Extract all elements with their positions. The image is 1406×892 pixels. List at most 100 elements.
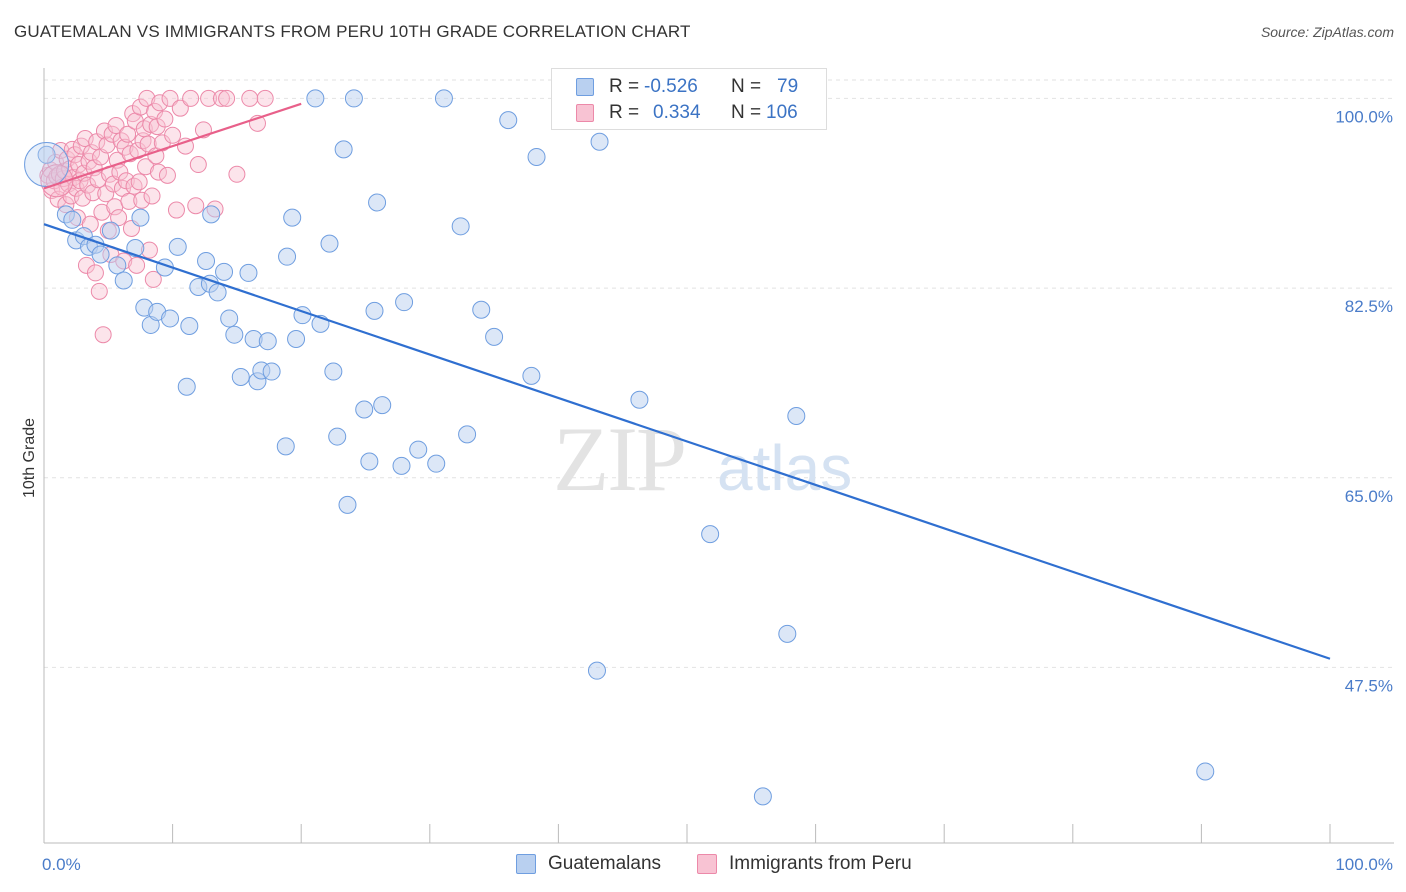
- data-point-peru: [218, 89, 236, 107]
- x-tick-labels: 0.0% 100.0%: [42, 855, 1393, 874]
- axes: [43, 68, 1394, 844]
- data-point-peru: [138, 89, 156, 107]
- legend-n-value: 79: [777, 76, 799, 97]
- data-point-guatemalans: [753, 787, 772, 806]
- trend-line-guatemalans: [43, 223, 1331, 660]
- data-point-peru: [72, 137, 90, 155]
- data-point-guatemalans: [373, 396, 392, 415]
- trend-line-peru: [43, 102, 302, 190]
- y-tick-labels: 47.5% 65.0% 82.5% 100.0%: [1335, 107, 1393, 695]
- data-point-guatemalans: [258, 332, 277, 351]
- data-point-guatemalans: [778, 624, 797, 643]
- data-point-guatemalans: [91, 245, 110, 264]
- data-point-peru: [94, 326, 112, 344]
- data-point-peru: [133, 191, 151, 209]
- data-point-guatemalans: [434, 89, 453, 108]
- x-tick-label: 0.0%: [42, 855, 81, 874]
- data-point-guatemalans: [472, 300, 491, 319]
- data-point-guatemalans: [1196, 762, 1215, 781]
- data-point-guatemalans: [101, 221, 120, 240]
- legend-r-value: 0.334: [653, 102, 701, 123]
- data-point-peru: [107, 117, 125, 135]
- data-point-guatemalans-cluster: [24, 142, 70, 188]
- data-point-guatemalans: [590, 132, 609, 151]
- data-point-guatemalans: [202, 205, 221, 224]
- data-point-guatemalans: [368, 193, 387, 212]
- data-point-peru: [74, 189, 92, 207]
- data-point-peru: [151, 94, 169, 112]
- data-point-peru: [130, 173, 148, 191]
- data-point-guatemalans: [458, 425, 477, 444]
- stats-legend: R = -0.526 N = 79 R = 0.334 N = 106: [551, 68, 827, 130]
- data-point-guatemalans: [220, 309, 239, 328]
- data-point-guatemalans: [231, 367, 250, 386]
- legend-n-label: N =: [731, 102, 762, 123]
- data-point-peru: [120, 192, 138, 210]
- y-axis-label: 10th Grade: [21, 418, 38, 498]
- watermark: ZIP atlas: [553, 408, 852, 510]
- data-point-peru: [119, 125, 137, 143]
- data-point-peru: [212, 89, 230, 107]
- x-tick-label: 100.0%: [1335, 855, 1393, 874]
- data-point-guatemalans: [334, 140, 353, 159]
- data-point-peru: [93, 203, 111, 221]
- data-point-guatemalans: [283, 208, 302, 227]
- legend-swatch-pink: [697, 854, 717, 874]
- watermark-zip: ZIP: [553, 408, 685, 510]
- watermark-atlas: atlas: [717, 432, 852, 504]
- data-point-peru: [200, 89, 218, 107]
- data-point-guatemalans: [787, 406, 806, 425]
- data-point-guatemalans: [320, 234, 339, 253]
- data-point-guatemalans: [177, 377, 196, 396]
- data-point-guatemalans: [197, 251, 216, 270]
- data-point-peru: [139, 135, 157, 153]
- data-point-peru: [144, 270, 162, 288]
- data-point-peru: [137, 158, 155, 176]
- data-point-guatemalans: [225, 325, 244, 344]
- data-point-peru: [86, 264, 104, 282]
- data-point-peru: [182, 89, 200, 107]
- data-point-guatemalans: [451, 217, 470, 236]
- data-point-guatemalans: [522, 366, 541, 385]
- data-point-guatemalans: [180, 317, 199, 336]
- legend-n-label: N =: [731, 76, 762, 97]
- data-point-guatemalans: [344, 89, 363, 108]
- data-point-guatemalans: [239, 263, 258, 282]
- data-point-guatemalans: [306, 89, 325, 108]
- chart-title: GUATEMALAN VS IMMIGRANTS FROM PERU 10TH …: [14, 22, 691, 41]
- data-point-peru: [156, 110, 174, 128]
- data-point-peru: [103, 125, 121, 143]
- series-guatemalans-points: [24, 89, 1215, 806]
- data-point-guatemalans: [355, 400, 374, 419]
- legend-swatch-pink: [576, 104, 594, 122]
- data-point-peru: [143, 187, 161, 205]
- data-point-guatemalans: [208, 283, 227, 302]
- data-point-guatemalans: [108, 256, 127, 275]
- data-point-guatemalans: [262, 362, 281, 381]
- y-tick-label: 82.5%: [1345, 297, 1393, 316]
- data-point-guatemalans: [215, 262, 234, 281]
- data-point-peru: [164, 126, 182, 144]
- data-point-peru: [256, 89, 274, 107]
- legend-label-guatemalans: Guatemalans: [548, 853, 662, 874]
- data-point-peru: [90, 282, 108, 300]
- data-point-guatemalans: [168, 237, 187, 256]
- data-point-peru: [158, 166, 176, 184]
- data-point-guatemalans: [409, 440, 428, 459]
- data-point-guatemalans: [328, 427, 347, 446]
- data-point-guatemalans: [587, 661, 606, 680]
- legend-swatch-blue: [516, 854, 536, 874]
- y-tick-label: 65.0%: [1345, 487, 1393, 506]
- data-point-guatemalans: [527, 147, 546, 166]
- data-point-peru: [189, 156, 207, 174]
- data-point-peru-cluster: [40, 164, 74, 198]
- data-point-guatemalans: [276, 437, 295, 456]
- data-point-guatemalans: [395, 293, 414, 312]
- data-point-peru: [66, 146, 84, 164]
- legend-swatch-blue: [576, 78, 594, 96]
- y-tick-label: 47.5%: [1345, 676, 1393, 695]
- legend-n-value: 106: [766, 102, 798, 123]
- data-point-guatemalans: [365, 301, 384, 320]
- source-credit: Source: ZipAtlas.com: [1260, 24, 1394, 40]
- data-point-guatemalans: [324, 362, 343, 381]
